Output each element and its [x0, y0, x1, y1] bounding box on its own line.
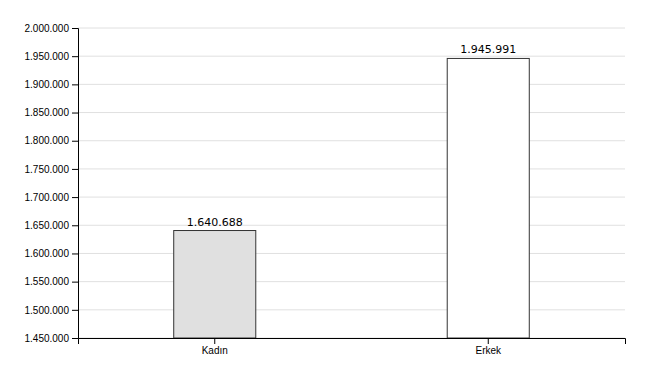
y-tick-label: 1.550.000 — [25, 276, 70, 287]
bars — [174, 58, 530, 338]
x-tick: Erkek — [475, 338, 502, 356]
y-tick-label: 1.950.000 — [25, 51, 70, 62]
y-tick-mark — [72, 113, 78, 114]
y-tick-label: 2.000.000 — [25, 23, 70, 34]
grid-line — [78, 197, 625, 198]
y-tick-mark — [72, 282, 78, 283]
bar — [174, 231, 256, 338]
x-tick-mark — [214, 338, 215, 344]
y-tick-mark — [72, 56, 78, 57]
x-tick: Kadın — [202, 338, 228, 356]
chart: 1.450.000 1.500.000 1.550.000 1.600.000 1.65… — [0, 0, 645, 370]
bar — [447, 58, 529, 338]
y-tick: 1.550.000 — [25, 276, 79, 287]
grid — [78, 28, 625, 338]
y-tick-label: 1.600.000 — [25, 248, 70, 259]
y-tick-mark — [72, 141, 78, 142]
y-tick-label: 1.800.000 — [25, 135, 70, 146]
grid-line — [78, 112, 625, 113]
grid-line — [78, 84, 625, 85]
grid-line — [78, 168, 625, 169]
grid-line — [78, 309, 625, 310]
y-tick-label: 1.700.000 — [25, 192, 70, 203]
y-tick-label: 1.500.000 — [25, 305, 70, 316]
x-tick-mark — [488, 338, 489, 344]
y-tick: 1.500.000 — [25, 305, 79, 316]
y-tick-label: 1.900.000 — [25, 79, 70, 90]
y-tick-mark — [72, 84, 78, 85]
y-tick-label: 1.750.000 — [25, 164, 70, 175]
y-tick: 1.850.000 — [25, 107, 79, 118]
y-axis-line — [72, 29, 79, 339]
y-tick: 1.700.000 — [25, 192, 79, 203]
x-tick-label: Erkek — [475, 345, 502, 356]
y-tick-mark — [72, 338, 78, 339]
y-tick-label: 1.650.000 — [25, 220, 70, 231]
data-label: 1.640.688 — [187, 216, 243, 229]
y-tick: 1.600.000 — [25, 248, 79, 259]
y-tick: 1.450.000 — [25, 333, 79, 344]
y-tick-mark — [72, 169, 78, 170]
data-labels: 1.640.688 1.945.991 — [187, 43, 516, 228]
y-tick: 1.950.000 — [25, 51, 79, 62]
x-axis: Kadın Erkek — [79, 338, 626, 356]
y-tick-mark — [72, 225, 78, 226]
y-tick: 1.900.000 — [25, 79, 79, 90]
grid-line — [78, 56, 625, 57]
grid-line — [78, 140, 625, 141]
data-label: 1.945.991 — [460, 43, 516, 56]
x-axis-line — [79, 339, 626, 345]
y-tick-mark — [72, 310, 78, 311]
x-tick-label: Kadın — [202, 345, 228, 356]
grid-line — [78, 28, 625, 29]
plot: 1.450.000 1.500.000 1.550.000 1.600.000 1.65… — [25, 23, 626, 356]
y-tick-label: 1.850.000 — [25, 107, 70, 118]
grid-line — [78, 253, 625, 254]
grid-line — [78, 281, 625, 282]
y-tick: 1.800.000 — [25, 135, 79, 146]
y-tick-mark — [72, 28, 78, 29]
y-tick-mark — [72, 253, 78, 254]
y-axis: 1.450.000 1.500.000 1.550.000 1.600.000 1.65… — [25, 23, 79, 344]
grid-line — [78, 225, 625, 226]
y-tick: 1.650.000 — [25, 220, 79, 231]
y-tick: 1.750.000 — [25, 164, 79, 175]
y-tick: 2.000.000 — [25, 23, 79, 34]
y-tick-mark — [72, 197, 78, 198]
y-tick-label: 1.450.000 — [25, 333, 70, 344]
